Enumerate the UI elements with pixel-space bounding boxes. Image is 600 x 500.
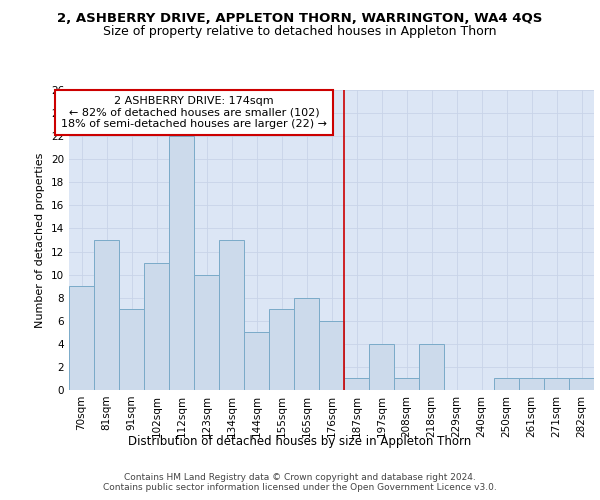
Text: Contains HM Land Registry data © Crown copyright and database right 2024.
Contai: Contains HM Land Registry data © Crown c… (103, 472, 497, 492)
Bar (419, 344, 444, 390)
Text: 2 ASHBERRY DRIVE: 174sqm
← 82% of detached houses are smaller (102)
18% of semi-: 2 ASHBERRY DRIVE: 174sqm ← 82% of detach… (61, 96, 327, 129)
Bar (194, 274, 219, 390)
Bar (169, 136, 194, 390)
Bar (269, 309, 294, 390)
Y-axis label: Number of detached properties: Number of detached properties (35, 152, 46, 328)
Bar (494, 378, 519, 390)
Text: Size of property relative to detached houses in Appleton Thorn: Size of property relative to detached ho… (103, 25, 497, 38)
Bar (319, 321, 344, 390)
Bar (119, 309, 144, 390)
Bar (369, 344, 394, 390)
Text: Distribution of detached houses by size in Appleton Thorn: Distribution of detached houses by size … (128, 435, 472, 448)
Bar (294, 298, 319, 390)
Bar (394, 378, 419, 390)
Bar (144, 263, 169, 390)
Bar (544, 378, 569, 390)
Bar (69, 286, 94, 390)
Bar (519, 378, 544, 390)
Bar (569, 378, 594, 390)
Bar (244, 332, 269, 390)
Bar (94, 240, 119, 390)
Bar (344, 378, 369, 390)
Bar (219, 240, 244, 390)
Text: 2, ASHBERRY DRIVE, APPLETON THORN, WARRINGTON, WA4 4QS: 2, ASHBERRY DRIVE, APPLETON THORN, WARRI… (58, 12, 542, 26)
